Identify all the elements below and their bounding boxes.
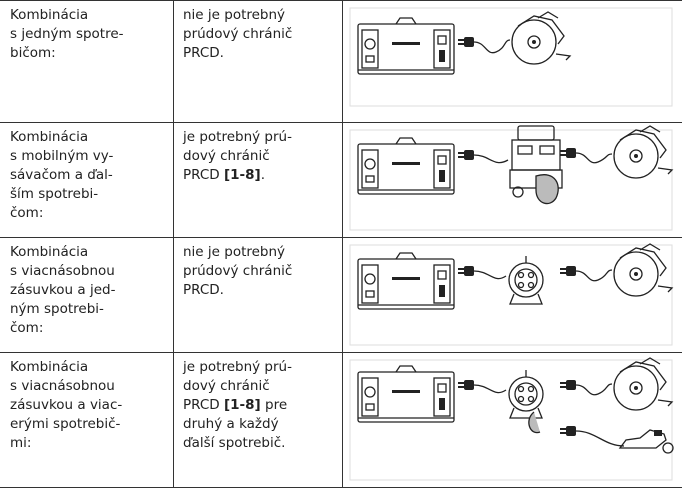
text-line: PRCD. [183, 45, 224, 61]
text-line: sávačom a ďal- [10, 167, 113, 183]
text-line: druhý a každý [183, 416, 279, 432]
row-border [0, 122, 682, 123]
text-line: PRCD. [183, 282, 224, 298]
text-line: Kombinácia [10, 244, 89, 260]
text-line: čom: [10, 205, 44, 221]
text-line: s viacnásobnou [10, 378, 115, 394]
text-line: Kombinácia [10, 7, 89, 23]
requirement-cell: nie je potrebný prúdový chránič PRCD. [173, 237, 342, 300]
text-line: prúdový chránič [183, 26, 293, 42]
text-line: bičom: [10, 45, 56, 61]
column-border [173, 0, 174, 488]
requirement-cell: je potrebný prú-dový chránič PRCD [1-8] p… [173, 352, 342, 453]
row-border [0, 0, 682, 1]
combination-cell: Kombinácia s viacnásobnou zásuvkou a viac-… [0, 352, 173, 453]
requirement-cell: nie je potrebný prúdový chránič PRCD. [173, 0, 342, 63]
text: PRCD [183, 167, 224, 183]
text-line: zásuvkou a viac- [10, 397, 123, 413]
text-line: s mobilným vy- [10, 148, 114, 164]
text-line: nie je potrebný [183, 7, 286, 23]
text-line: PRCD [1-8]. [183, 166, 332, 185]
row-border [0, 237, 682, 238]
reference: [1-8] [223, 397, 261, 413]
text-line: zásuvkou a jed- [10, 282, 116, 298]
text-line: je potrebný prú- [183, 129, 292, 145]
text-line: je potrebný prú- [183, 359, 292, 375]
text: . [260, 167, 265, 183]
text-line: dový chránič [183, 378, 270, 394]
text-line: erými spotrebič- [10, 416, 121, 432]
text: pre [260, 397, 288, 413]
text-line: Kombinácia [10, 359, 89, 375]
row-border [0, 352, 682, 353]
text-line: prúdový chránič [183, 263, 293, 279]
text-line: nie je potrebný [183, 244, 286, 260]
reference: [1-8] [223, 167, 261, 183]
text-line: s jedným spotre- [10, 26, 124, 42]
text-line: ším spotrebi- [10, 186, 99, 202]
combination-cell: Kombinácia s viacnásobnou zásuvkou a jed-n… [0, 237, 173, 338]
column-border [342, 0, 343, 488]
text-line: mi: [10, 435, 32, 451]
requirement-cell: je potrebný prú-dový chránič PRCD [1-8]. [173, 122, 342, 185]
text-line: ným spotrebi- [10, 301, 104, 317]
text: PRCD [183, 397, 224, 413]
combination-cell: Kombinácia s jedným spotre-bičom: [0, 0, 173, 63]
text-line: Kombinácia [10, 129, 89, 145]
text-line: čom: [10, 320, 44, 336]
combination-cell: Kombinácia s mobilným vy-sávačom a ďal-ší… [0, 122, 173, 223]
text-line: s viacnásobnou [10, 263, 115, 279]
text-line: dový chránič [183, 148, 270, 164]
text-line: PRCD [1-8] pre [183, 396, 332, 415]
text-line: ďalší spotrebič. [183, 435, 286, 451]
